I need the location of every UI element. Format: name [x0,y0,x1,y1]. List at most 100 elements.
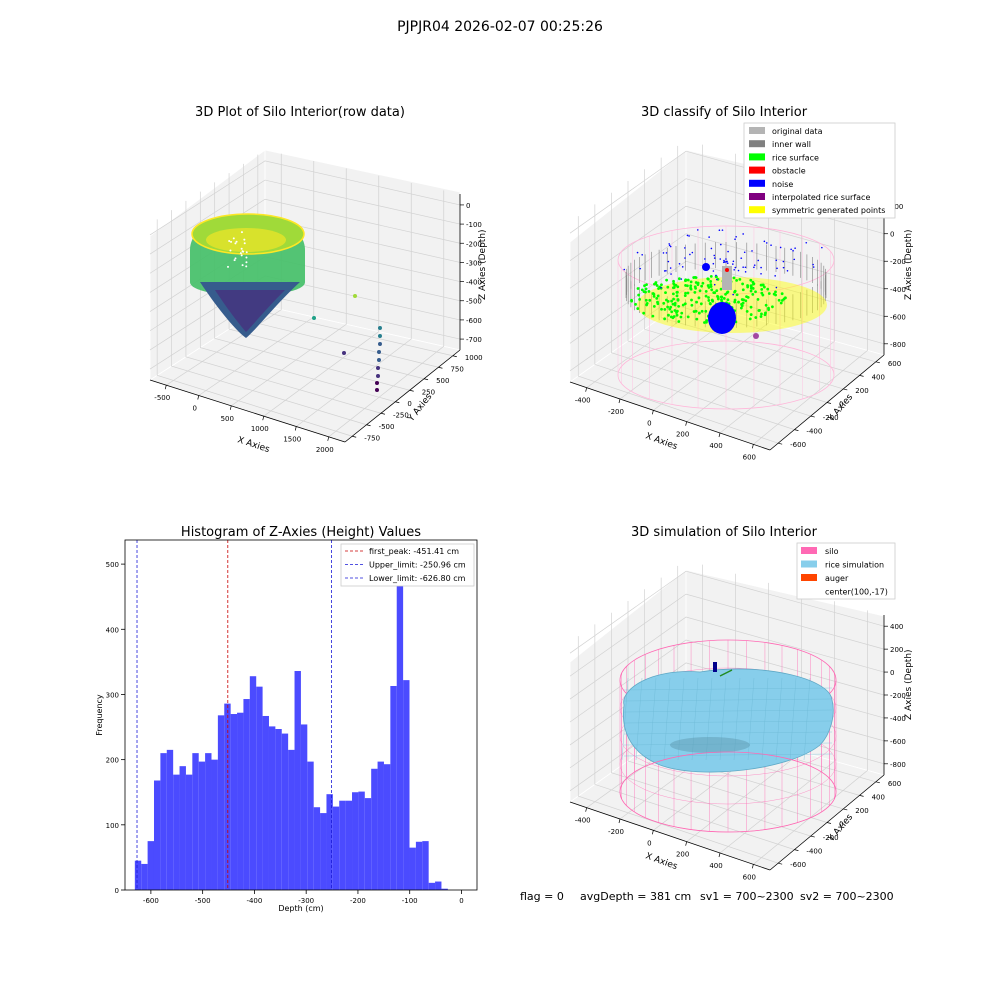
y-tick-label: 0 [839,401,843,409]
x-tick-label: 2000 [316,446,334,454]
histogram-bar [435,881,442,890]
legend-swatch [749,166,765,174]
silo-bottom-ring [619,751,837,833]
histogram-bar [422,841,429,890]
rice-surface-point [719,287,723,291]
gridline-x [296,183,412,427]
simulation-legend-entries: silo rice simulation auger center(100,-17) [801,547,888,597]
raw-gap-point [239,252,242,255]
noise-point [740,257,743,259]
noise-point [732,293,734,296]
x-axis-line [569,801,771,871]
histogram-bar [217,715,225,890]
raw-scatter-point [353,294,357,298]
rice-surface-point [686,278,690,282]
y-axis-line [344,349,461,443]
gridline-z [569,616,885,700]
y-tick-mark [452,355,457,358]
noise-point [665,252,668,254]
rice-surface-point [759,315,763,318]
histogram-bar [179,766,186,890]
raw-gap-point [227,265,230,268]
rice-mesh-line [747,677,755,761]
noise-point [805,241,808,244]
z-tick-label: -800 [890,761,906,769]
y-tick-mark [395,401,400,404]
histogram-bar [262,715,269,890]
rice-mesh-line [705,677,713,761]
x-tick-label: 600 [743,873,756,881]
raw-scatter-point [377,358,381,362]
rice-surface-point [657,287,660,290]
noise-point [723,261,726,263]
raw-gap-point [242,250,245,253]
rice-surface-point [760,291,764,295]
classify-legend-entries: original data inner wall rice surface obsta… [749,127,885,215]
rice-surface-point [741,282,745,286]
rice-surface-point [694,281,698,284]
legend-box [340,543,475,587]
simulation-surface [619,639,837,833]
rice-surface-point [704,290,708,293]
legend-label: noise [772,180,793,189]
gridline-y [627,181,828,403]
rice-mesh-line [623,753,833,757]
rice-surface-point [760,287,764,291]
legend-label: rice surface [772,153,819,162]
noise-point [812,266,815,268]
histogram-bar [300,724,308,890]
rice-surface-point [713,291,717,295]
rice-mesh-line [635,677,643,761]
histogram-bar [141,863,148,890]
noise-point [669,245,672,248]
y-tick-label: -500 [379,423,395,431]
rice-surface-point [660,283,663,287]
auger-blade [719,669,733,677]
rice-surface-point [673,301,677,305]
histogram-bar [313,807,321,890]
rice-surface-point [697,311,701,315]
rice-surface-point [652,292,656,296]
noise-point [760,266,762,269]
histogram-bar [160,753,167,890]
z-tick-label: -500 [466,298,482,306]
raw-ring-inner [206,228,286,252]
noise-point [812,263,814,266]
rice-surface-point [671,292,675,296]
rice-surface-point [690,303,694,307]
noise-point [667,260,670,263]
rice-surface-point [754,290,757,294]
rice-surface-point [689,284,693,288]
y-tick-mark [794,849,799,851]
histogram-bar [256,686,263,890]
x-tick-mark [618,818,621,824]
y-tick-label: 400 [872,373,885,381]
rice-surface-point [655,284,659,287]
rice-surface-point [656,294,660,298]
raw-scatter-point [342,351,346,355]
y-tick-label: 750 [450,365,463,373]
rice-surface-point [701,281,705,285]
gridline-y [577,216,779,444]
legend-swatch [801,560,817,568]
x-tick-label: -500 [195,897,211,905]
y-tick-mark [423,378,429,381]
rice-surface-point [670,299,674,303]
footer-status: flag = 0 avgDepth = 381 cm sv1 = 700~230… [520,890,894,903]
rice-surface-point [683,294,687,298]
rice-surface-point [739,306,743,310]
y-tick-mark [810,415,815,418]
histogram-bar [428,882,436,890]
histogram-bar [281,733,289,890]
gridline-z [149,160,461,236]
noise-point [734,238,736,241]
noise-blob [702,263,710,271]
y-tick-label: 500 [106,561,119,569]
y-tick-label: 250 [422,388,435,396]
gridline-x [328,190,445,438]
y-tick-mark [366,424,371,427]
x-tick-mark [229,405,232,410]
noise-point [669,267,672,269]
